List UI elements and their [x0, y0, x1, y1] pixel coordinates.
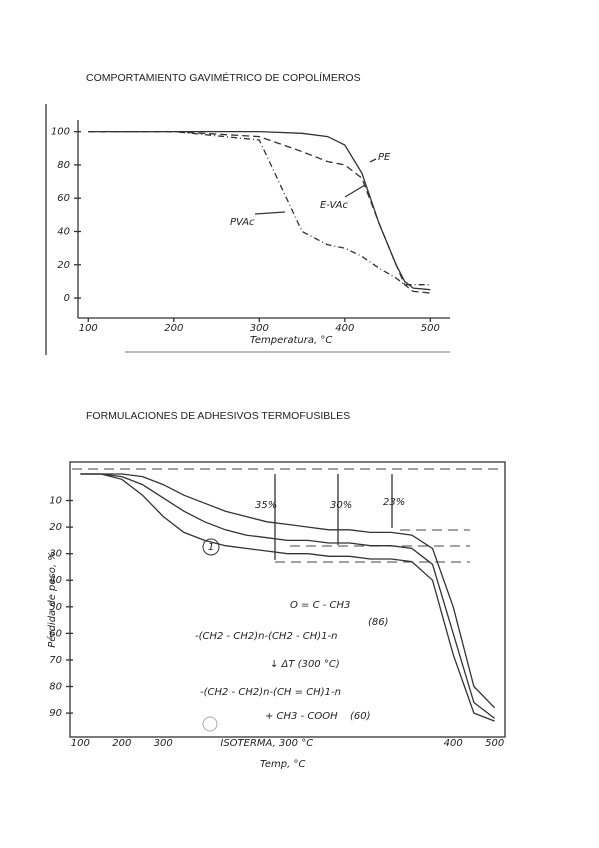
annotation: 23% [383, 497, 405, 508]
y-tick-label: 60 [57, 193, 70, 204]
y-tick-label: 20 [49, 522, 62, 533]
y-tick-label: 60 [49, 628, 62, 639]
x-tick-label: 400 [444, 738, 463, 749]
curve-marker [202, 538, 220, 556]
curve-marker [202, 716, 218, 732]
y-tick-label: 0 [64, 293, 70, 304]
annotation: + CH3 - COOH [265, 711, 338, 722]
x-axis-label: Temperatura, °C [250, 335, 332, 346]
y-tick-label: 80 [57, 160, 70, 171]
series-label: 1 [208, 542, 214, 553]
x-tick-label: 100 [79, 323, 98, 334]
series-label: PVAc [230, 217, 255, 228]
y-tick-label: 90 [49, 708, 62, 719]
x-tick-label: 100 [71, 738, 90, 749]
annotation: (60) [350, 711, 371, 722]
x-tick-label: 200 [112, 738, 131, 749]
label-pointer [254, 211, 286, 215]
annotation: (86) [368, 617, 389, 628]
x-tick-label: 500 [421, 323, 440, 334]
series-line [80, 473, 496, 709]
y-axis-label: Pérdida de peso, % [46, 551, 58, 647]
series-line [80, 473, 495, 722]
y-tick-label: 10 [49, 496, 62, 507]
annotation: ↓ ΔT (300 °C) [270, 659, 340, 670]
x-tick-label: 200 [164, 323, 183, 334]
annotation: O = C - CH3 [290, 600, 350, 611]
x-tick-label: 400 [335, 323, 354, 334]
series-line [88, 130, 431, 294]
annotation: -(CH2 - CH2)n-(CH2 - CH)1-n [195, 631, 338, 642]
x-tick-label: 500 [485, 738, 504, 749]
section-title: COMPORTAMIENTO GAVIMÉTRICO DE COPOLÍMERO… [86, 71, 361, 84]
y-tick-label: 20 [57, 260, 70, 271]
x-tick-label: 300 [250, 323, 269, 334]
series-line [80, 473, 495, 719]
y-tick-label: 50 [49, 602, 62, 613]
label-pointer [369, 158, 377, 163]
plot-frame [69, 461, 506, 738]
x-tick-label: ISOTERMA, 300 °C [220, 738, 313, 749]
x-axis-label: Temp, °C [260, 759, 305, 770]
annotation: 30% [330, 500, 352, 511]
y-tick-label: 100 [51, 127, 70, 138]
series-line [88, 130, 431, 291]
series-label: E-VAc [320, 200, 349, 211]
annotation: 35% [255, 500, 277, 511]
y-tick-label: 40 [49, 575, 62, 586]
series-label: PE [378, 152, 391, 163]
y-tick-label: 80 [49, 682, 62, 693]
section-title: FORMULACIONES DE ADHESIVOS TERMOFUSIBLES [86, 410, 350, 422]
label-pointer [344, 184, 366, 198]
x-tick-label: 300 [154, 738, 173, 749]
y-tick-label: 40 [57, 226, 70, 237]
y-tick-label: 70 [49, 655, 62, 666]
series-line [88, 130, 431, 286]
annotation: -(CH2 - CH2)n-(CH = CH)1-n [200, 687, 341, 698]
y-tick-label: 30 [49, 549, 62, 560]
